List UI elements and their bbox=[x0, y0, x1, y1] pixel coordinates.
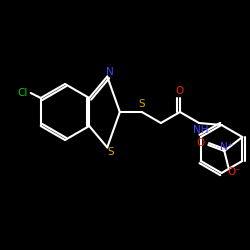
Text: Cl: Cl bbox=[18, 88, 28, 98]
Text: N⁺: N⁺ bbox=[220, 142, 233, 152]
Text: NH: NH bbox=[193, 125, 209, 135]
Text: O: O bbox=[196, 138, 204, 148]
Text: N: N bbox=[106, 66, 114, 76]
Text: S: S bbox=[138, 99, 145, 109]
Text: O⁻: O⁻ bbox=[228, 167, 241, 177]
Text: S: S bbox=[107, 148, 114, 158]
Text: O: O bbox=[176, 86, 184, 96]
